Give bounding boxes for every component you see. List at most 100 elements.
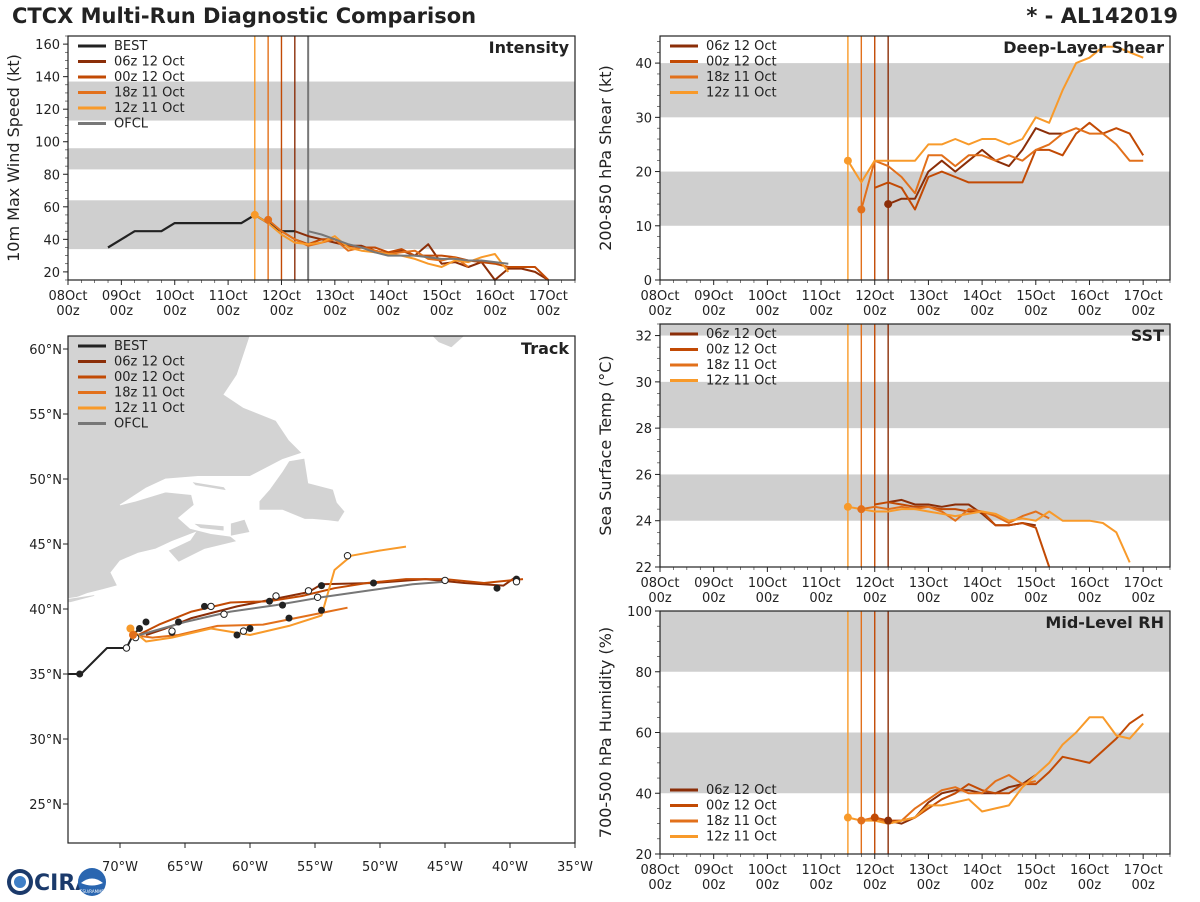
legend-label: 00z 12 Oct (114, 370, 185, 385)
legend-label: 12z 11 Oct (706, 374, 777, 389)
y-tick-label: 24 (635, 515, 652, 530)
x-tick-label: 13Oct (909, 576, 948, 591)
track-marker-open (272, 592, 280, 600)
track-marker-open (343, 552, 352, 560)
x-tick-label: 00z (1078, 878, 1102, 893)
shaded-band (68, 148, 575, 170)
landmass-pei (192, 522, 225, 532)
x-tick-label: 00z (430, 304, 454, 319)
x-tick-label: 00z (863, 591, 887, 606)
y-tick-label: 40 (635, 787, 652, 802)
y-tick-label: 25°N (29, 798, 62, 813)
x-tick-label: 00z (863, 878, 887, 893)
x-tick-label: 00z (809, 878, 833, 893)
x-tick-label: 15Oct (1016, 863, 1055, 878)
track-marker-open (122, 644, 131, 652)
track-line (145, 575, 518, 636)
x-tick-label: 00z (863, 304, 887, 319)
x-tick-label: 16Oct (1070, 863, 1109, 878)
x-tick-label: 10Oct (155, 289, 194, 304)
y-axis-label: 200-850 hPa Shear (kt) (596, 65, 615, 251)
legend-label: 18z 11 Oct (706, 814, 777, 829)
legend-label: 06z 12 Oct (114, 355, 185, 370)
y-tick-label: 160 (35, 38, 60, 53)
landmass-long-island (68, 594, 97, 603)
x-tick-label: 15Oct (1016, 576, 1055, 591)
panel-sst: 22242628303208Oct00z09Oct00z10Oct00z11Oc… (596, 323, 1171, 606)
shaded-band (660, 611, 1170, 672)
x-tick-label: 13Oct (315, 289, 354, 304)
x-tick-label: 00z (970, 878, 994, 893)
landmass-north-america (68, 336, 303, 602)
y-tick-label: 22 (635, 561, 652, 576)
y-tick-label: 20 (635, 166, 652, 181)
track-marker-filled (175, 618, 182, 626)
x-tick-label: 10Oct (748, 863, 787, 878)
plot-frame (67, 335, 576, 844)
legend-label: 00z 12 Oct (706, 343, 777, 358)
y-tick-label: 40 (635, 57, 652, 72)
x-tick-label: 10Oct (748, 289, 787, 304)
x-tick-label: 16Oct (1070, 576, 1109, 591)
x-tick-label: 17Oct (529, 289, 568, 304)
x-tick-label: 00z (1024, 878, 1048, 893)
cira-logo: CIRA CSU/RAMMB (4, 866, 108, 898)
series-line (874, 501, 1051, 568)
y-tick-label: 80 (43, 168, 60, 183)
legend-label: 12z 11 Oct (706, 830, 777, 845)
landmass-greenland (431, 336, 466, 349)
y-axis-label: Sea Surface Temp (°C) (596, 355, 615, 535)
track-marker-filled (370, 579, 377, 587)
legend-label: 12z 11 Oct (706, 86, 777, 101)
x-tick-label: 12Oct (855, 576, 894, 591)
x-tick-label: 00z (756, 878, 780, 893)
x-tick-label: 00z (537, 304, 561, 319)
legend-label: BEST (114, 39, 147, 54)
panel-title: Mid-Level RH (1045, 613, 1164, 632)
x-tick-label: 00z (1131, 591, 1155, 606)
x-tick-label: 35°W (557, 860, 593, 875)
panel-track: 25°N 30°N 35°N 40°N 45°N 50°N 55°N 60°N 70°W 65°W… (29, 335, 593, 875)
track-marker-filled (233, 631, 241, 639)
legend-label: 00z 12 Oct (706, 55, 777, 70)
series-line (860, 127, 1144, 210)
x-tick-label: 00z (110, 304, 134, 319)
panel-rh: 2040608010008Oct00z09Oct00z10Oct00z11Oct… (596, 605, 1171, 893)
track-marker-filled (493, 584, 501, 592)
y-tick-label: 40 (43, 233, 60, 248)
x-tick-label: 17Oct (1124, 863, 1163, 878)
x-tick-label: 09Oct (694, 863, 733, 878)
landmass-anticosti (190, 481, 228, 492)
y-tick-label: 20 (635, 848, 652, 863)
legend-label: 12z 11 Oct (114, 101, 185, 116)
x-tick-label: 15Oct (422, 289, 461, 304)
x-tick-label: 00z (702, 591, 726, 606)
x-tick-label: 08Oct (640, 289, 679, 304)
x-tick-label: 09Oct (694, 289, 733, 304)
x-tick-label: 13Oct (909, 289, 948, 304)
x-tick-label: 12Oct (855, 863, 894, 878)
x-tick-label: 00z (1078, 304, 1102, 319)
y-tick-label: 50°N (29, 473, 62, 488)
x-tick-label: 00z (702, 304, 726, 319)
track-marker-open (304, 587, 313, 595)
x-tick-label: 08Oct (640, 863, 679, 878)
legend-label: 06z 12 Oct (706, 39, 777, 54)
panel-title: Deep-Layer Shear (1003, 38, 1164, 57)
x-tick-label: 14Oct (963, 863, 1002, 878)
x-tick-label: 00z (1024, 304, 1048, 319)
track-init-marker (129, 631, 137, 639)
series-line (874, 121, 1145, 211)
track-marker-open (441, 576, 449, 585)
track-marker-filled (318, 606, 325, 614)
x-tick-label: 00z (1131, 304, 1155, 319)
init-marker (843, 502, 852, 511)
storm-id: * - AL142019 (1026, 4, 1178, 28)
x-tick-label: 00z (756, 304, 780, 319)
series-line (847, 716, 1144, 825)
legend-label: 06z 12 Oct (706, 783, 777, 798)
init-marker (264, 215, 273, 224)
y-tick-label: 10 (635, 220, 652, 235)
init-marker (884, 200, 893, 209)
